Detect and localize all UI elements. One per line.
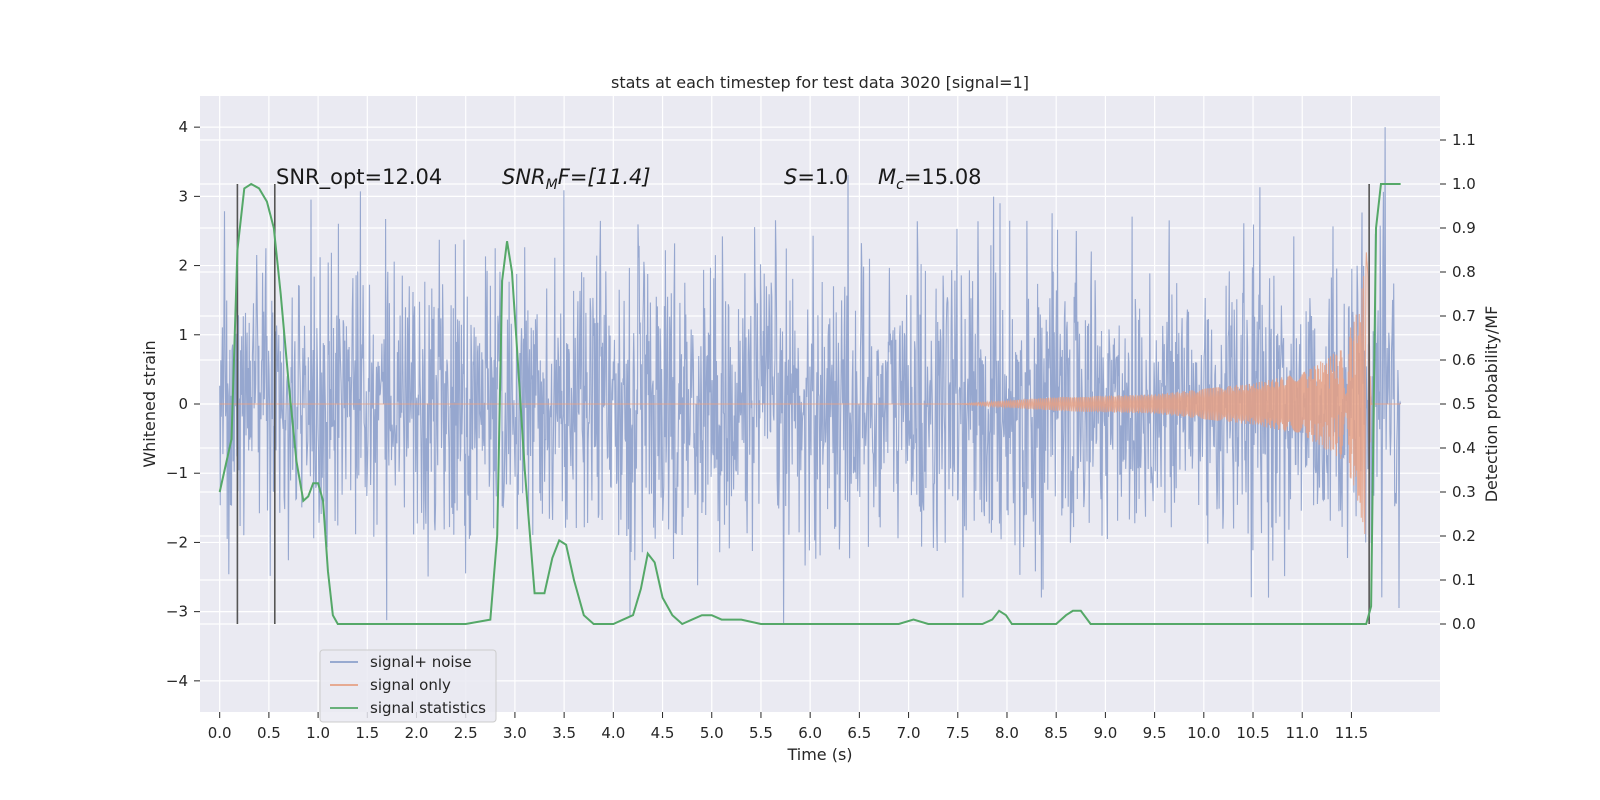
x-tick-label: 6.0	[798, 724, 822, 742]
y-left-tick-label: −4	[166, 672, 188, 690]
x-tick-label: 7.0	[897, 724, 921, 742]
legend-label-signal-noise: signal+ noise	[370, 653, 472, 671]
x-tick-label: 10.5	[1236, 724, 1269, 742]
annotation-s: S=1.0	[784, 165, 848, 189]
annotation-mc-main: M	[878, 165, 896, 189]
x-tick-label: 11.5	[1335, 724, 1368, 742]
signal-statistics-series	[218, 182, 1401, 626]
y-right-axis-label: Detection probability/MF	[1482, 306, 1501, 503]
legend: signal+ noise signal only signal statist…	[319, 649, 497, 723]
y-right-tick-label: 0.6	[1452, 351, 1476, 369]
x-tick-label: 6.5	[847, 724, 871, 742]
chart-title: stats at each timestep for test data 302…	[611, 73, 1029, 92]
x-tick-label: 5.5	[749, 724, 773, 742]
x-axis-label: Time (s)	[786, 745, 852, 764]
y-right-tick-label: 0.4	[1452, 439, 1476, 457]
y-left-tick-label: 3	[178, 187, 188, 205]
x-tick-label: 0.5	[257, 724, 281, 742]
y-left-axis-label: Whitened strain	[140, 340, 159, 467]
annotation-mc-value: =15.08	[904, 165, 982, 189]
y-left-tick-label: 0	[178, 395, 188, 413]
y-right-tick-label: 0.7	[1452, 307, 1476, 325]
y-right-tick-label: 0.3	[1452, 483, 1476, 501]
y-left-tick-label: 2	[178, 257, 188, 275]
signal-only-series	[219, 252, 1401, 535]
y-right-tick-label: 0.8	[1452, 263, 1476, 281]
annotation-snr-opt: SNR_opt=12.04	[276, 165, 442, 190]
annotation-snr-mf-main: SNR	[502, 165, 546, 189]
x-tick-label: 7.5	[946, 724, 970, 742]
x-tick-label: 4.0	[601, 724, 625, 742]
annotations: SNR_opt=12.04 SNRMF=[11.4] S=1.0 Mc=15.0…	[276, 165, 982, 193]
signal-statistics-line	[218, 182, 1401, 626]
x-tick-label: 0.0	[208, 724, 232, 742]
x-tick-label: 5.0	[700, 724, 724, 742]
y-left-tick-label: −3	[166, 603, 188, 621]
y-left-tick-label: 4	[178, 118, 188, 136]
x-tick-label: 9.0	[1093, 724, 1117, 742]
y-left-tick-label: −2	[166, 533, 188, 551]
annotation-snr-mf-value: F=[11.4]	[558, 165, 651, 189]
y-right-tick-label: 0.5	[1452, 395, 1476, 413]
y-right-tick-label: 1.1	[1452, 131, 1476, 149]
x-tick-label: 1.5	[355, 724, 379, 742]
x-tick-label: 9.5	[1143, 724, 1167, 742]
signal-only-line	[219, 252, 1401, 535]
y-left-tick-label: −1	[166, 464, 188, 482]
legend-label-signal-only: signal only	[370, 676, 451, 694]
annotation-s-value: =1.0	[797, 165, 848, 189]
annotation-snr-mf-sub: M	[546, 177, 558, 193]
y-right-axis-ticks: 1.1 1.0 0.9 0.8 0.7 0.6 0.5 0.4 0.3 0.2 0.1 0.0	[1440, 131, 1476, 633]
x-tick-label: 2.5	[454, 724, 478, 742]
y-left-axis-ticks: 4 3 2 1 0 −1 −2 −3 −4	[166, 118, 200, 690]
x-tick-label: 3.5	[552, 724, 576, 742]
x-tick-label: 8.0	[995, 724, 1019, 742]
y-right-tick-label: 0.0	[1452, 615, 1476, 633]
x-tick-label: 2.0	[405, 724, 429, 742]
x-tick-label: 3.0	[503, 724, 527, 742]
y-left-tick-label: 1	[178, 326, 188, 344]
signal-noise-series	[219, 127, 1402, 624]
x-tick-label: 8.5	[1044, 724, 1068, 742]
annotation-s-main: S	[784, 165, 797, 189]
legend-box	[319, 649, 497, 723]
annotation-snr-mf: SNRMF=[11.4]	[502, 165, 651, 193]
x-tick-label: 4.5	[651, 724, 675, 742]
signal-noise-line	[219, 127, 1402, 624]
x-tick-label: 10.0	[1187, 724, 1220, 742]
x-tick-label: 11.0	[1286, 724, 1319, 742]
annotation-mc: Mc=15.08	[878, 165, 982, 193]
legend-label-signal-statistics: signal statistics	[370, 699, 486, 717]
y-right-tick-label: 0.1	[1452, 571, 1476, 589]
y-right-tick-label: 0.2	[1452, 527, 1476, 545]
y-right-tick-label: 0.9	[1452, 219, 1476, 237]
y-right-tick-label: 1.0	[1452, 175, 1476, 193]
x-tick-label: 1.0	[306, 724, 330, 742]
annotation-mc-sub: c	[896, 177, 904, 193]
x-axis-ticks: 0.0 0.5 1.0 1.5 2.0 2.5 3.0 3.5 4.0 4.5 5.0 5.5 6.0 6…	[208, 712, 1368, 742]
